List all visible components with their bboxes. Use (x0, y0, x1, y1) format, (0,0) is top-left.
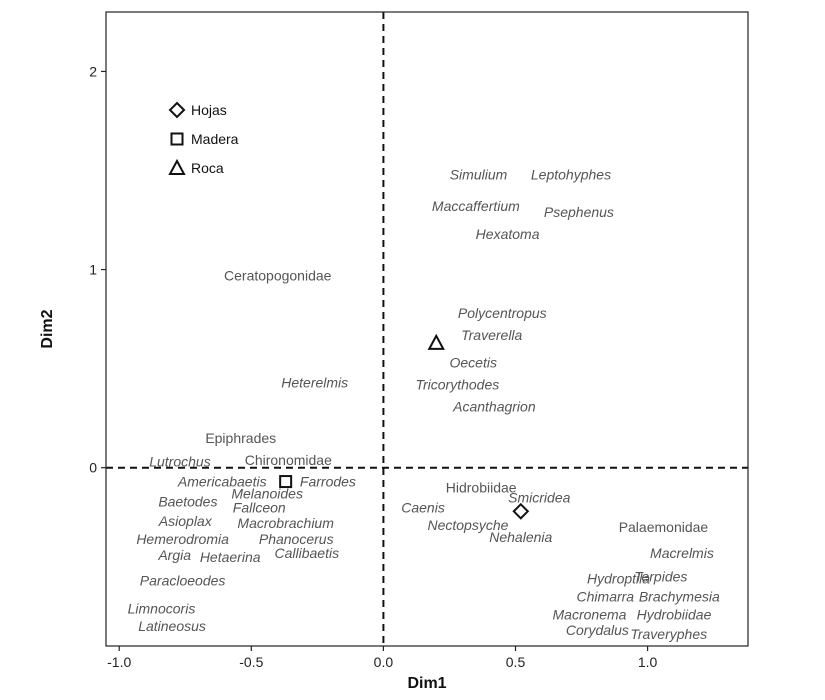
taxon-label: Hydrobiidae (637, 606, 712, 622)
y-axis-title: Dim2 (39, 309, 56, 348)
taxon-label: Argia (157, 547, 191, 563)
taxon-label: Simulium (450, 166, 508, 182)
taxon-label: Phanocerus (259, 531, 334, 547)
legend-key-hojas (168, 101, 186, 119)
x-tick-label: 0.5 (506, 654, 526, 670)
legend: Hojas Madera Roca (168, 101, 239, 176)
taxon-label: Macrelmis (650, 545, 714, 561)
taxon-label: Oecetis (450, 355, 497, 371)
substrate-point-hojas (512, 502, 530, 520)
taxon-label: Macrobrachium (237, 515, 334, 531)
taxon-label: Hemerodromia (136, 531, 229, 547)
taxon-label: Leptohyphes (531, 166, 611, 182)
taxon-label: Hydroptila (587, 571, 650, 587)
taxon-label: Americabaetis (177, 474, 267, 490)
taxon-label: Paracloeodes (140, 573, 226, 589)
taxon-label: Smicridea (508, 489, 570, 505)
legend-key-madera (170, 132, 184, 146)
x-tick-label: 0.0 (374, 654, 394, 670)
taxon-label: Epiphrades (205, 430, 276, 446)
plot-frame (105, 11, 749, 647)
taxon-label: Tricorythodes (415, 376, 499, 392)
taxon-label: Callibaetis (274, 545, 339, 561)
taxon-label: Acanthagrion (452, 398, 536, 414)
taxon-label: Heterelmis (281, 374, 348, 390)
taxon-label: Corydalus (566, 622, 629, 638)
taxon-label: Ceratopogonidae (224, 268, 332, 284)
y-tick-label: 0 (89, 460, 97, 476)
legend-label-roca: Roca (191, 160, 224, 176)
taxa-labels: Simulium Leptohyphes Maccaffertium Psephenu… (128, 166, 720, 642)
taxon-label: Hidrobiidae (446, 480, 517, 496)
legend-label-hojas: Hojas (191, 102, 227, 118)
taxon-label: Terpides (634, 569, 687, 585)
taxon-label: Maccaffertium (432, 198, 520, 214)
x-tick-label: -0.5 (239, 654, 263, 670)
taxon-label: Lutrochus (149, 454, 210, 470)
taxon-label: Fallceon (233, 499, 286, 515)
substrate-point-madera (279, 475, 293, 489)
plot-background (106, 12, 748, 646)
taxon-label: Brachymesia (639, 588, 720, 604)
taxon-label: Nehalenia (489, 529, 552, 545)
x-tick-label: -1.0 (107, 654, 131, 670)
taxon-label: Farrodes (300, 474, 356, 490)
taxon-label: Limnocoris (128, 600, 196, 616)
x-tick-label: 1.0 (638, 654, 658, 670)
taxon-label: Hexatoma (476, 226, 540, 242)
taxon-label: Polycentropus (458, 305, 547, 321)
taxon-label: Traveryphes (630, 626, 707, 642)
taxon-label: Palaemonidae (619, 519, 709, 535)
taxon-label: Asioplax (158, 513, 213, 529)
legend-key-roca (168, 158, 186, 175)
substrate-point-roca (427, 333, 445, 350)
taxon-label: Nectopsyche (427, 517, 508, 533)
y-axis: 0 1 2 (89, 63, 106, 476)
taxon-label: Traverella (461, 327, 522, 343)
substrate-markers (279, 333, 530, 520)
y-tick-label: 2 (89, 63, 97, 79)
x-axis-title: Dim1 (407, 675, 446, 692)
y-tick-label: 1 (89, 262, 97, 278)
reference-lines (106, 12, 748, 646)
taxon-label: Macronema (553, 606, 627, 622)
taxon-label: Chironomidae (245, 452, 332, 468)
taxon-label: Chimarra (577, 588, 635, 604)
taxon-label: Baetodes (158, 493, 217, 509)
taxon-label: Caenis (401, 499, 445, 515)
legend-label-madera: Madera (191, 131, 239, 147)
taxon-label: Psephenus (544, 204, 614, 220)
taxon-label: Hetaerina (200, 549, 261, 565)
taxon-label: Melanoides (231, 485, 303, 501)
x-axis: -1.0 -0.5 0.0 0.5 1.0 (107, 646, 658, 670)
taxon-label: Latineosus (138, 618, 206, 634)
